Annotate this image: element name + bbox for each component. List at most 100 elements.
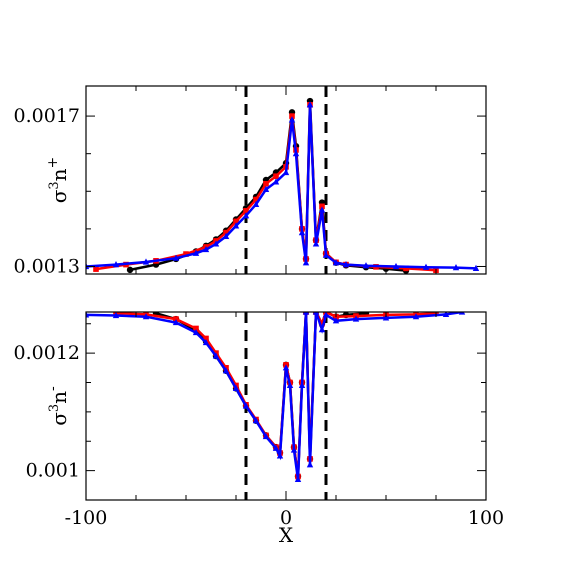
bottom-series-2-point — [294, 475, 302, 483]
bottom-series-2-point — [332, 317, 340, 324]
bottom-panel: 0.001 0.0012 -100 0 100 σ3n- X — [14, 311, 504, 547]
top-series-2-point — [212, 240, 220, 247]
bottom-series-2-point — [290, 446, 298, 453]
bottom-series-2-point — [252, 417, 260, 424]
top-series-0-point — [126, 266, 134, 274]
bottom-ytick-label: 0.001 — [26, 460, 80, 482]
top-series-2-point — [222, 232, 230, 239]
bottom-series-2-point — [286, 381, 294, 389]
top-series-2-point — [362, 262, 370, 269]
bottom-series-2-point — [298, 381, 306, 389]
bottom-series-2-point — [352, 315, 360, 322]
top-tick-layer: 0.0013 0.0017 — [14, 86, 487, 277]
top-ylabel-sign: + — [45, 157, 61, 169]
top-series-1-point — [243, 208, 249, 214]
top-series-2-point — [306, 101, 314, 108]
top-series-2-point — [302, 259, 310, 266]
bottom-series-2-point — [212, 352, 220, 359]
top-series-1-point — [289, 113, 295, 119]
top-series-2-point — [272, 178, 280, 185]
bottom-series-2-point — [86, 312, 90, 318]
bottom-series-2-point — [442, 312, 450, 317]
top-ylabel: σ3n+ — [45, 157, 71, 204]
top-series-2-point — [252, 200, 260, 208]
bottom-series-2-point — [318, 326, 326, 333]
bottom-series-2-line — [86, 312, 463, 480]
top-series-2-point — [242, 212, 250, 219]
bottom-series-2-point — [202, 338, 210, 346]
top-series-1-point — [253, 196, 259, 203]
bottom-plot-layer — [86, 312, 466, 500]
bottom-series-2-point — [242, 402, 250, 409]
bottom-series-2-point — [282, 364, 290, 371]
bottom-panel-frame — [85, 311, 487, 501]
bottom-xtick-label: 100 — [468, 507, 504, 529]
top-series-2-point — [282, 168, 290, 176]
bottom-series-2-point — [262, 432, 270, 440]
top-panel-frame — [85, 85, 487, 275]
top-ytick-label: 0.0017 — [14, 105, 80, 127]
top-series-2-point — [192, 249, 200, 256]
top-series-1-point — [263, 180, 269, 187]
top-series-2-point — [202, 245, 210, 253]
bottom-series-2-point — [142, 313, 150, 320]
top-series-2-point — [322, 251, 330, 258]
top-series-2-point — [312, 240, 320, 247]
top-series-2-point — [342, 261, 350, 268]
top-series-2-point — [232, 222, 240, 229]
top-series-2-point — [172, 254, 180, 261]
top-series-2-point — [332, 259, 340, 266]
bottom-series-2-point — [276, 452, 284, 459]
bottom-tick-layer: 0.001 0.0012 -100 0 100 — [14, 312, 504, 529]
bottom-series-2-point — [306, 461, 314, 468]
bottom-series-2-point — [172, 318, 180, 326]
bottom-series-2-point — [192, 328, 200, 336]
bottom-ylabel-sign: - — [45, 386, 61, 391]
bottom-ylabel-var: n — [47, 391, 71, 404]
bottom-ylabel-base: σ — [47, 412, 71, 426]
top-series-2-point — [318, 206, 326, 213]
top-series-1-point — [319, 203, 325, 210]
bottom-xtick-label: -100 — [65, 507, 108, 529]
bottom-ylabel: σ3n- — [45, 386, 71, 426]
top-series-1-point — [183, 251, 189, 257]
bottom-series-1-point — [319, 320, 325, 327]
top-series-1-point — [233, 218, 239, 225]
top-series-2-point — [112, 261, 120, 268]
top-panel: 0.0013 0.0017 σ3n+ — [14, 85, 487, 277]
top-series-2-point — [86, 262, 90, 270]
top-series-2-point — [452, 264, 460, 271]
top-series-2-point — [472, 264, 480, 271]
top-ylabel-sup: 3 — [47, 181, 62, 189]
bottom-series-1-point — [203, 335, 209, 342]
top-ytick-label: 0.0013 — [14, 255, 80, 277]
top-ylabel-base: σ — [47, 189, 71, 203]
top-series-1-point — [403, 265, 409, 272]
bottom-series-1-point — [193, 325, 199, 332]
bottom-series-2-point — [458, 312, 466, 315]
bottom-series-2-point — [112, 312, 120, 319]
bottom-series-2-point — [232, 384, 240, 391]
top-series-2-point — [292, 150, 300, 157]
bottom-series-2-point — [412, 313, 420, 320]
bottom-series-0-line — [155, 312, 367, 477]
top-series-2-point — [142, 258, 150, 265]
top-ylabel-var: n — [47, 168, 71, 181]
bottom-ylabel-sup: 3 — [47, 404, 62, 412]
bottom-series-2-point — [302, 312, 310, 315]
top-series-2-point — [298, 229, 306, 236]
x-axis-label: X — [279, 523, 294, 547]
bottom-series-2-point — [382, 314, 390, 321]
top-series-2-point — [422, 263, 430, 270]
bottom-xtick-label: 0 — [280, 507, 292, 529]
top-series-2-point — [288, 116, 296, 123]
bottom-ytick-label: 0.0012 — [14, 342, 80, 364]
bottom-series-2-point — [272, 444, 280, 451]
top-series-2-point — [262, 185, 270, 192]
top-series-1-point — [223, 229, 229, 236]
bottom-series-1-line — [115, 312, 437, 477]
top-series-2-point — [392, 262, 400, 270]
top-series-1-point — [93, 266, 99, 272]
bottom-series-2-point — [222, 367, 230, 374]
